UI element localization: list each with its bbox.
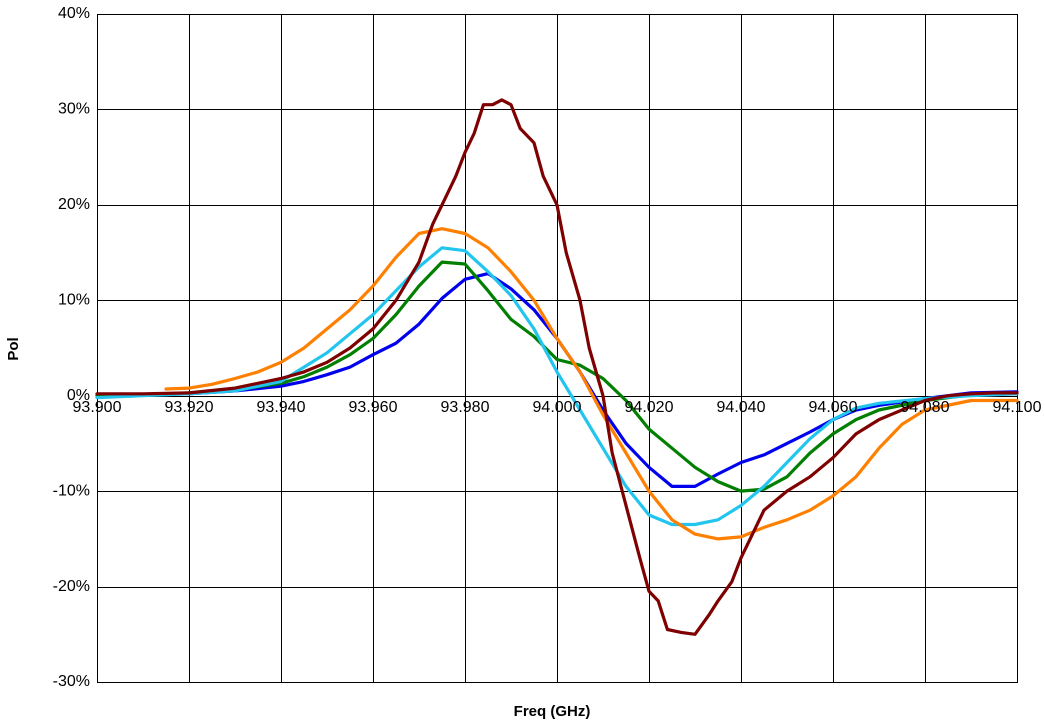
series-lines: [95, 98, 1019, 636]
x-tick-label: 94.100: [993, 399, 1042, 416]
y-tick-label: 30%: [58, 101, 90, 118]
series-line-3: [95, 246, 1019, 527]
plot-area-border: [97, 14, 1018, 683]
series-line-5: [95, 98, 1019, 636]
y-tick-label: 10%: [58, 292, 90, 309]
y-axis-title: Pol: [5, 337, 22, 360]
x-tick-label: 94.020: [625, 399, 674, 416]
x-tick-label: 93.900: [73, 399, 122, 416]
y-tick-label: 20%: [58, 196, 90, 213]
tick-labels: 93.900 93.920 93.940 93.960 93.980 94.000 94.0…: [53, 5, 1042, 690]
x-tick-label: 93.960: [349, 399, 398, 416]
y-tick-label: -10%: [53, 482, 90, 499]
x-tick-label: 93.920: [165, 399, 214, 416]
series-line-2: [95, 260, 1019, 493]
y-tick-label: -30%: [53, 673, 90, 690]
x-tick-label: 93.940: [257, 399, 306, 416]
x-tick-label: 94.040: [717, 399, 766, 416]
series-line-4: [164, 227, 1019, 541]
y-tick-label: 40%: [58, 5, 90, 22]
x-tick-label: 94.080: [901, 399, 950, 416]
x-tick-label: 93.980: [441, 399, 490, 416]
grid-lines: [97, 14, 1018, 683]
x-axis-title: Freq (GHz): [514, 703, 591, 720]
x-tick-label: 94.000: [533, 399, 582, 416]
y-tick-label: -20%: [53, 578, 90, 595]
x-tick-label: 94.060: [809, 399, 858, 416]
y-tick-label: 0%: [67, 387, 90, 404]
